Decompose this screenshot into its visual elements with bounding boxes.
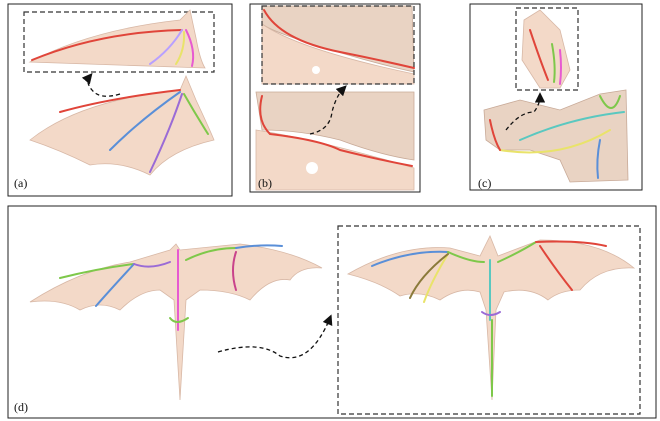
panel-a: (a) <box>8 4 232 196</box>
bone <box>560 50 561 84</box>
panel-c: (c) <box>470 4 642 190</box>
panel-b: (b) <box>250 4 420 192</box>
panel-label: (d) <box>14 400 28 414</box>
figure: (a) (b) (c) <box>0 0 660 421</box>
panel-frame <box>8 206 656 418</box>
hole <box>306 162 318 174</box>
panel-label: (a) <box>14 176 27 190</box>
panel-label: (b) <box>258 176 272 190</box>
panel-d: (d) <box>8 206 656 418</box>
hole <box>312 66 320 74</box>
panel-label: (c) <box>478 176 491 190</box>
